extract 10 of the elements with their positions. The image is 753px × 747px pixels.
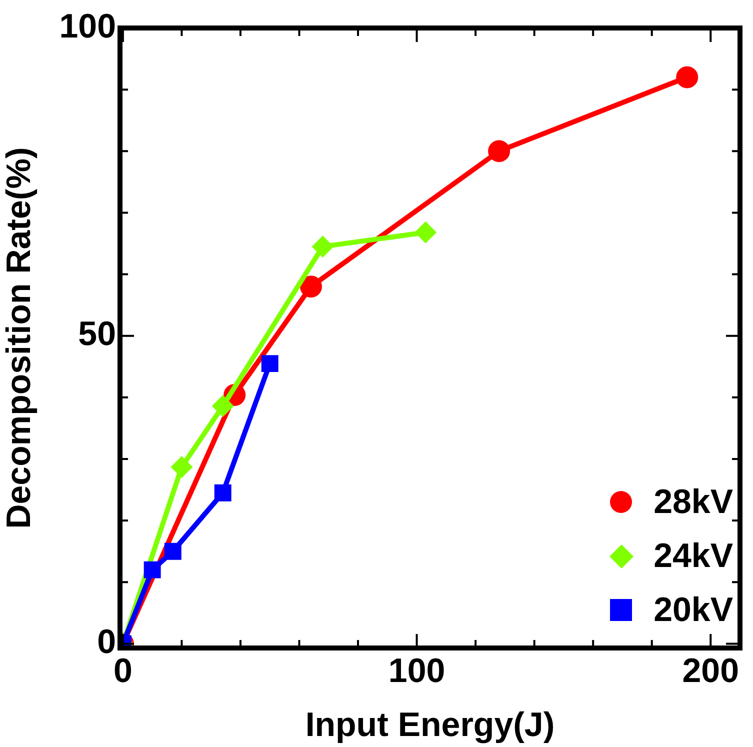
y-tick-label: 50 [78, 315, 116, 354]
x-tick-label: 100 [388, 652, 446, 690]
y-tick-label: 100 [59, 7, 116, 46]
y-axis-title: Decomposition Rate(%) [0, 147, 38, 529]
legend-label: 20kV [654, 590, 733, 630]
y-tick-label: 0 [97, 623, 116, 662]
legend-label: 24kV [654, 536, 733, 576]
x-tick-label: 200 [682, 652, 739, 690]
legend-label: 28kV [654, 482, 733, 522]
x-axis-title: Input Energy(J) [305, 706, 555, 744]
